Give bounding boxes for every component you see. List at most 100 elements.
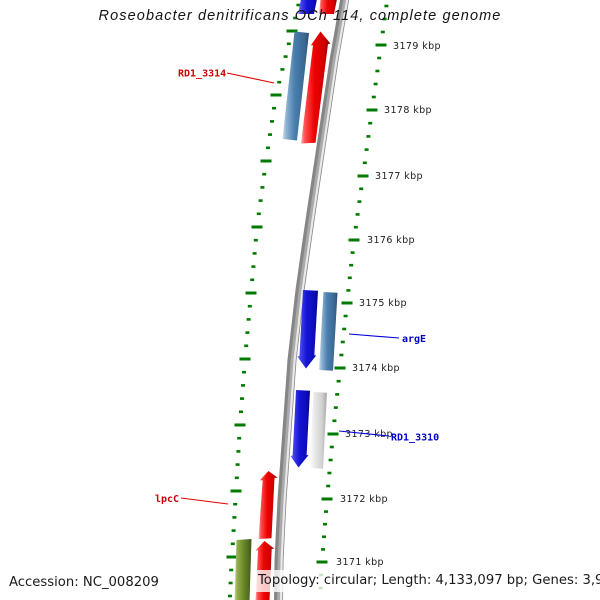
minor-tick-dot (366, 135, 371, 138)
tick-label: 3175 kbp (359, 298, 407, 309)
minor-tick-dot (245, 331, 250, 334)
gene-callout-lines (180, 72, 400, 505)
minor-tick-dot (241, 384, 245, 387)
gene-rd1-3310-gray-bar[interactable] (309, 392, 328, 469)
gene-label-rd1-3314[interactable]: RD1_3314 (178, 69, 226, 80)
minor-tick-dot (329, 445, 334, 449)
minor-tick-dot (228, 594, 232, 598)
minor-tick-dot (327, 471, 332, 475)
minor-tick-dot (237, 436, 242, 440)
minor-tick-dot (234, 476, 239, 480)
minor-tick-dot (262, 172, 267, 176)
minor-tick-dot (380, 30, 385, 34)
gene-top-red-bar[interactable] (319, 0, 338, 14)
page-title: Roseobacter denitrificans OCh 114, compl… (98, 8, 502, 24)
minor-tick-dot (321, 548, 325, 551)
gene-label-lpcC[interactable]: lpcC (155, 494, 179, 505)
minor-tick-dot (384, 4, 389, 8)
minor-tick-dot (296, 3, 301, 7)
backbone-path (277, 0, 349, 600)
gene-labels: RD1_3314 argE RD1_3310 lpcC (155, 69, 439, 506)
kbp-tick-dash (260, 159, 272, 163)
minor-tick-dot (236, 450, 241, 453)
minor-tick-dot (250, 278, 255, 282)
minor-tick-dot (232, 516, 237, 519)
minor-tick-dot (230, 542, 235, 546)
minor-tick-dot (240, 397, 244, 400)
minor-tick-dot (342, 327, 347, 331)
kbp-tick-dash (230, 489, 242, 493)
minor-tick-dot (359, 187, 364, 191)
minor-tick-dot (244, 344, 249, 348)
minor-tick-dot (336, 379, 341, 383)
minor-tick-dot (256, 212, 261, 216)
gene-argE[interactable] (319, 292, 338, 371)
minor-tick-dot (364, 148, 369, 151)
gene-navy-arrow-down-argE[interactable] (297, 290, 318, 369)
minor-tick-dot (346, 289, 351, 292)
gene-lpcC[interactable] (258, 471, 278, 539)
gene-red-arrow-up-top[interactable] (301, 31, 331, 144)
gene-label-lpcC-callout-line (180, 497, 229, 505)
kbp-tick-dash (357, 174, 369, 178)
minor-tick-dot (349, 263, 354, 267)
minor-tick-dot (228, 581, 233, 585)
minor-tick-dot (377, 56, 382, 60)
minor-tick-dot (277, 80, 282, 84)
minor-tick-dot (326, 484, 331, 488)
status-topology: Topology: circular; Length: 4,133,097 bp… (252, 570, 600, 592)
minor-tick-dot (293, 16, 298, 20)
backbone-path (280, 0, 349, 600)
tick-label: 3174 kbp (352, 363, 400, 374)
minor-tick-dot (324, 510, 328, 513)
kbp-tick-dash (321, 497, 333, 501)
minor-tick-dot (347, 276, 352, 280)
minor-tick-dot (246, 318, 251, 321)
minor-tick-dot (229, 568, 234, 572)
minor-tick-dot (371, 95, 376, 99)
minor-tick-dot (353, 225, 358, 229)
kbp-tick-dash (334, 366, 346, 370)
tick-label: 3172 kbp (340, 494, 388, 505)
minor-tick-dot (283, 55, 288, 58)
kbp-tick-dash (341, 301, 353, 305)
gene-olive-bar[interactable] (234, 539, 252, 600)
minor-tick-dot (268, 133, 272, 136)
minor-tick-dot (231, 529, 236, 532)
gene-top-navy-bar[interactable] (298, 0, 318, 14)
minor-tick-dot (339, 353, 344, 357)
minor-tick-dot (272, 106, 276, 110)
genome-backbone (274, 0, 350, 600)
minor-tick-dot (335, 393, 340, 396)
minor-tick-dot (239, 410, 243, 414)
minor-tick-dot (323, 522, 327, 526)
kbp-tick-dash (286, 29, 298, 33)
minor-tick-dot (350, 251, 355, 254)
minor-tick-dot (373, 82, 378, 86)
tick-label: 3171 kbp (336, 557, 384, 568)
kbp-tick-dash (234, 423, 246, 427)
gene-rd1-3314[interactable] (282, 31, 310, 141)
gene-label-argE-callout-line (348, 333, 400, 339)
ruler-tick-marks (226, 3, 389, 598)
tick-label: 3177 kbp (375, 171, 423, 182)
kbp-tick-dash (316, 560, 328, 564)
minor-tick-dot (382, 17, 387, 21)
gene-rd1-3310-navy-arrow-down[interactable] (290, 390, 310, 468)
minor-tick-dot (233, 502, 238, 506)
minor-tick-dot (242, 370, 246, 374)
minor-tick-dot (333, 406, 338, 409)
minor-tick-dot (362, 161, 367, 165)
minor-tick-dot (280, 68, 285, 71)
gene-label-rd1-3314-callout-line (226, 72, 275, 84)
kbp-tick-dash (226, 555, 238, 559)
kbp-tick-dash (366, 108, 378, 112)
minor-tick-dot (355, 213, 360, 216)
kbp-tick-dash (239, 357, 251, 361)
kbp-tick-dash (245, 291, 257, 295)
minor-tick-dot (328, 458, 333, 462)
gene-label-rd1-3310[interactable]: RD1_3310 (391, 433, 439, 444)
gene-label-argE[interactable]: argE (402, 334, 426, 345)
